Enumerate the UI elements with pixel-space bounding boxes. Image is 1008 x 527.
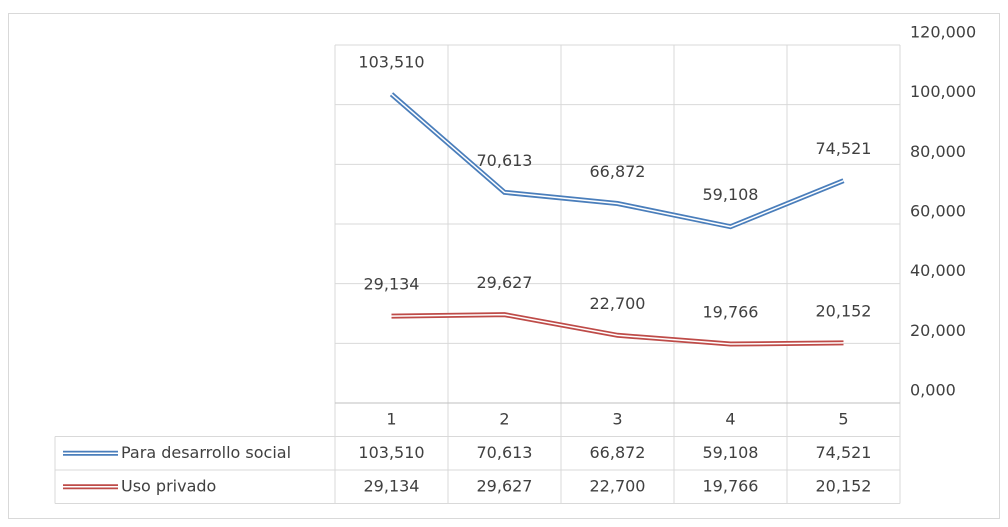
x-tick-label: 1 xyxy=(386,409,396,428)
data-label: 70,613 xyxy=(477,151,533,170)
y-tick-label: 40,000 xyxy=(910,261,966,280)
y-tick-label: 20,000 xyxy=(910,321,966,340)
x-tick-label: 3 xyxy=(612,409,622,428)
table-cell: 74,521 xyxy=(816,443,872,462)
legend-label: Uso privado xyxy=(121,476,216,495)
y-tick-label: 80,000 xyxy=(910,142,966,161)
table-cell: 22,700 xyxy=(590,476,646,495)
data-label: 103,510 xyxy=(358,53,424,72)
y-tick-label: 0,000 xyxy=(910,381,956,400)
table-cell: 59,108 xyxy=(703,443,759,462)
data-label: 20,152 xyxy=(816,301,872,320)
chart-border xyxy=(8,13,1000,519)
x-tick-label: 2 xyxy=(499,409,509,428)
data-label: 19,766 xyxy=(703,303,759,322)
table-cell: 66,872 xyxy=(590,443,646,462)
data-label: 29,627 xyxy=(477,273,533,292)
table-cell: 103,510 xyxy=(358,443,424,462)
series-line-inner xyxy=(391,93,844,228)
x-tick-label: 4 xyxy=(725,409,735,428)
y-tick-label: 120,000 xyxy=(910,23,976,42)
table-cell: 29,627 xyxy=(477,476,533,495)
table-cell: 20,152 xyxy=(816,476,872,495)
legend-label: Para desarrollo social xyxy=(121,443,291,462)
series-line-inner xyxy=(391,313,844,345)
data-label: 29,134 xyxy=(364,275,420,294)
data-label: 59,108 xyxy=(703,185,759,204)
data-label: 74,521 xyxy=(816,139,872,158)
table-cell: 70,613 xyxy=(477,443,533,462)
x-tick-label: 5 xyxy=(838,409,848,428)
data-label: 66,872 xyxy=(590,162,646,181)
table-cell: 29,134 xyxy=(364,476,420,495)
data-label: 22,700 xyxy=(590,294,646,313)
table-cell: 19,766 xyxy=(703,476,759,495)
y-tick-label: 60,000 xyxy=(910,202,966,221)
y-tick-label: 100,000 xyxy=(910,82,976,101)
